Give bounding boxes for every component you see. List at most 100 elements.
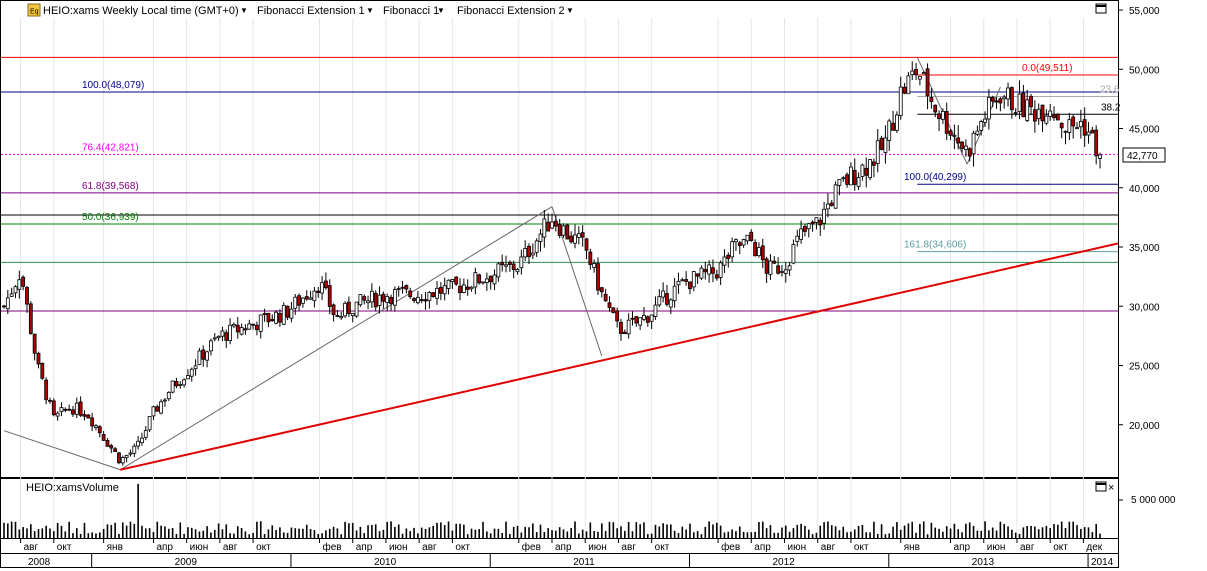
candle-body: [492, 274, 497, 285]
volume-bar: [593, 531, 595, 538]
candle-body: [373, 292, 378, 308]
volume-bar: [746, 532, 749, 538]
fib-level-label: 100.0(48,079): [82, 80, 144, 91]
volume-bar: [597, 531, 599, 538]
volume-bar: [819, 525, 822, 538]
candle-body: [1040, 104, 1045, 122]
candle-body: [458, 285, 462, 294]
candle-body: [274, 311, 278, 324]
volume-bar: [911, 521, 914, 538]
volume-bar: [558, 527, 561, 538]
volume-bar: [351, 522, 354, 538]
volume-bar: [156, 521, 159, 538]
volume-bar: [922, 521, 925, 538]
volume-bar: [842, 526, 845, 538]
candle-body: [74, 402, 79, 415]
volume-bar: [336, 528, 339, 538]
volume-bar: [41, 528, 44, 538]
volume-bar: [1045, 525, 1048, 538]
tool-fibonacci-extension-2-arrow[interactable]: ▼: [566, 6, 574, 15]
candle-body: [86, 414, 91, 419]
volume-bar: [991, 527, 994, 538]
tool-fibonacci-1-arrow[interactable]: ▼: [437, 6, 445, 15]
candle-body: [1006, 87, 1010, 100]
volume-bar: [1041, 527, 1044, 538]
close-volume-panel-icon[interactable]: ×: [1108, 482, 1114, 494]
tool-fibonacci-extension-1-arrow[interactable]: ▼: [366, 6, 374, 15]
candle-body: [128, 452, 133, 455]
maximize-price-panel-icon[interactable]: [1095, 3, 1107, 14]
candle-body: [381, 293, 386, 302]
volume-bar: [432, 525, 435, 538]
chart-title-arrow[interactable]: ▼: [240, 6, 248, 15]
volume-bar: [949, 528, 952, 538]
volume-bar: [482, 521, 484, 538]
candle-body: [182, 379, 187, 386]
volume-bar: [386, 521, 389, 538]
volume-bar: [1057, 524, 1059, 538]
candle-body: [446, 279, 451, 289]
price-tick-label: 30,000: [1129, 302, 1160, 313]
volume-bar: [187, 527, 189, 538]
volume-bar: [850, 531, 852, 538]
candle-body: [986, 96, 991, 120]
candle-body: [113, 448, 118, 452]
candle-body: [143, 430, 148, 438]
candle-body: [795, 235, 800, 242]
candle-body: [13, 286, 18, 294]
volume-bar: [639, 524, 641, 538]
volume-bar: [451, 530, 454, 538]
candle-body: [1059, 122, 1064, 129]
candle-body: [799, 228, 803, 240]
volume-bar: [382, 529, 385, 538]
volume-bar: [213, 529, 216, 538]
volume-bar: [436, 522, 438, 538]
volume-bar: [83, 522, 86, 538]
chart-header: Eq HEIO:xams Weekly Local time (GMT+0) ▼…: [27, 3, 1107, 17]
candle-body: [1009, 87, 1014, 111]
fib-level-label: 100.0(40,299): [904, 172, 966, 183]
candle-body: [450, 279, 455, 282]
candle-body: [1094, 129, 1099, 157]
tool-fibonacci-extension-2[interactable]: Fibonacci Extension 2: [457, 5, 565, 17]
candle-body: [9, 293, 14, 297]
volume-bar: [616, 528, 618, 538]
price-tick-label: 40,000: [1129, 184, 1160, 195]
candle-body: [507, 261, 512, 265]
volume-bar: [489, 533, 492, 538]
candle-body: [255, 324, 259, 331]
month-tick-label: фев: [323, 541, 342, 553]
volume-bar: [401, 533, 404, 538]
volume-bar: [662, 523, 664, 538]
volume-bar: [608, 521, 611, 538]
maximize-volume-panel-icon[interactable]: [1095, 481, 1107, 492]
price-tick-label: 35,000: [1129, 243, 1160, 254]
candle-body: [415, 296, 420, 304]
candle-body: [1078, 121, 1083, 128]
price-tick-label: 25,000: [1129, 362, 1160, 373]
candle-body: [301, 297, 305, 304]
volume-bar: [999, 521, 1002, 538]
candle-body: [36, 352, 41, 365]
candle-body: [205, 351, 210, 361]
last-price-label: 42,770: [1127, 151, 1158, 162]
symbol-icon[interactable]: [27, 3, 41, 17]
candle-body: [28, 303, 33, 334]
month-tick-label: авг: [24, 542, 39, 553]
candle-body: [59, 407, 64, 412]
volume-bar: [7, 523, 9, 538]
volume-bar: [853, 529, 856, 538]
fib-level-label: 0.0(49,511): [1022, 63, 1072, 74]
candle-body: [377, 294, 382, 306]
candle-body: [419, 299, 424, 301]
volume-bar: [152, 532, 155, 538]
volume-bar: [374, 524, 377, 538]
tool-fibonacci-1[interactable]: Fibonacci 1: [383, 5, 439, 17]
candle-body: [933, 104, 938, 113]
candle-body: [324, 280, 328, 289]
tool-fibonacci-extension-1[interactable]: Fibonacci Extension 1: [257, 5, 365, 17]
candle-body: [914, 68, 918, 76]
volume-bar: [53, 531, 55, 538]
candle-body: [565, 224, 570, 240]
volume-bar: [390, 521, 392, 538]
